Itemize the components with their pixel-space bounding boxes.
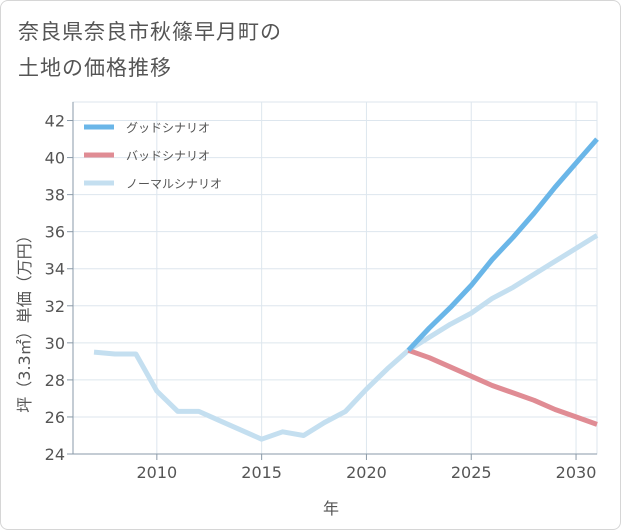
tick-label-x-2010: 2010 bbox=[136, 463, 177, 482]
chart-title-line1: 奈良県奈良市秋篠早月町の bbox=[18, 20, 282, 44]
tick-label-x-2030: 2030 bbox=[556, 463, 597, 482]
tick-label-y-34: 34 bbox=[45, 260, 65, 279]
series-line-good bbox=[406, 137, 599, 353]
chart-title: 奈良県奈良市秋篠早月町の 土地の価格推移 bbox=[18, 14, 282, 86]
tick-label-y-28: 28 bbox=[45, 371, 65, 390]
tick-label-y-38: 38 bbox=[45, 186, 65, 205]
tick-label-y-32: 32 bbox=[45, 297, 65, 316]
x-axis-label: 年 bbox=[323, 499, 339, 518]
tick-label-y-24: 24 bbox=[45, 445, 65, 464]
legend-label-bad: バッドシナリオ bbox=[126, 149, 210, 163]
tick-label-x-2015: 2015 bbox=[241, 463, 282, 482]
series-line-normal bbox=[93, 233, 599, 442]
tick-label-y-40: 40 bbox=[45, 149, 65, 168]
legend-label-normal: ノーマルシナリオ bbox=[126, 177, 222, 191]
tick-label-y-26: 26 bbox=[45, 408, 65, 427]
tick-label-x-2025: 2025 bbox=[451, 463, 492, 482]
tick-label-y-30: 30 bbox=[45, 334, 65, 353]
series-line-bad bbox=[407, 347, 598, 427]
series-group bbox=[93, 137, 599, 442]
tick-label-y-42: 42 bbox=[45, 112, 65, 131]
chart-title-line2: 土地の価格推移 bbox=[18, 56, 172, 80]
y-axis-label: 坪（3.3㎡）単価（万円） bbox=[15, 227, 34, 412]
axes: 24 26 28 30 32 34 36 38 40 42 2010 2015 2020 2025 2030 bbox=[45, 102, 597, 482]
tick-label-y-36: 36 bbox=[45, 223, 65, 242]
tick-label-x-2020: 2020 bbox=[346, 463, 387, 482]
legend-label-good: グッドシナリオ bbox=[126, 121, 210, 135]
